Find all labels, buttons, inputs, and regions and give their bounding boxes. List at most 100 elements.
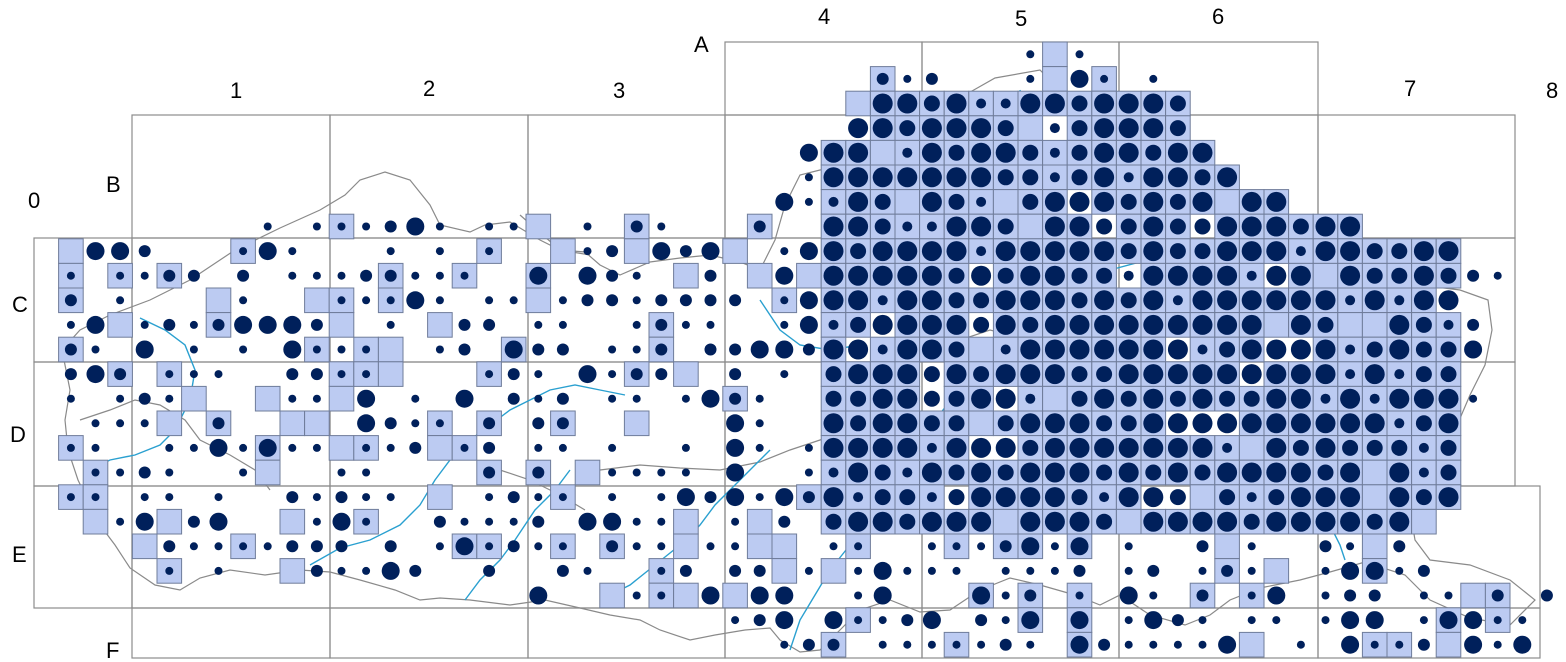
abundance-dot	[729, 294, 742, 307]
abundance-dot	[1070, 611, 1089, 630]
recorded-cell	[1115, 508, 1142, 535]
abundance-dot	[902, 221, 913, 232]
abundance-dot	[755, 419, 764, 428]
abundance-dot	[608, 345, 617, 354]
abundance-dot	[558, 542, 567, 551]
abundance-dot	[66, 493, 75, 502]
abundance-dot	[850, 390, 867, 407]
grid-block	[1317, 607, 1541, 659]
abundance-dot	[948, 144, 965, 161]
abundance-dot	[1001, 566, 1010, 575]
recorded-cell	[845, 90, 871, 117]
abundance-dot	[1099, 492, 1110, 503]
abundance-dot	[556, 564, 569, 577]
abundance-dot	[921, 339, 942, 360]
abundance-dot	[1417, 638, 1430, 651]
abundance-dot	[1438, 241, 1459, 262]
recorded-cell	[1042, 66, 1068, 92]
abundance-dot	[775, 586, 794, 605]
abundance-dot	[1069, 413, 1090, 434]
abundance-dot	[1198, 616, 1207, 625]
abundance-dot	[1167, 462, 1188, 483]
abundance-dot	[825, 390, 842, 407]
abundance-dot	[1295, 246, 1306, 257]
abundance-dot	[1366, 341, 1383, 358]
abundance-dot	[1290, 265, 1311, 286]
abundance-dot	[729, 343, 742, 356]
abundance-dot	[1192, 265, 1213, 286]
abundance-dot	[657, 566, 666, 575]
abundance-dot	[237, 269, 250, 282]
abundance-dot	[1192, 191, 1213, 212]
abundance-dot	[679, 294, 692, 307]
abundance-dot	[1317, 316, 1334, 333]
column-label-4: 4	[818, 4, 830, 29]
abundance-dot	[902, 467, 913, 478]
abundance-dot	[1069, 191, 1090, 212]
recorded-cell	[58, 238, 84, 264]
abundance-dot	[384, 269, 397, 282]
abundance-dot	[1020, 93, 1041, 114]
abundance-dot	[507, 368, 520, 381]
abundance-dot	[1364, 413, 1385, 434]
abundance-dot	[1071, 292, 1088, 309]
abundance-dot	[435, 222, 444, 231]
abundance-dot	[1315, 216, 1336, 237]
abundance-dot	[1094, 437, 1115, 458]
abundance-dot	[310, 564, 323, 577]
abundance-dot	[1464, 635, 1483, 654]
abundance-dot	[1341, 561, 1360, 580]
abundance-dot	[657, 591, 666, 600]
abundance-dot	[1020, 364, 1041, 385]
recorded-cell	[427, 312, 453, 338]
abundance-dot	[1044, 314, 1065, 335]
recorded-cell	[1312, 262, 1339, 289]
abundance-dot	[632, 591, 641, 600]
recorded-cell	[1238, 435, 1265, 461]
abundance-dot	[1345, 295, 1356, 306]
recorded-cell	[771, 558, 798, 584]
abundance-dot	[901, 614, 914, 627]
abundance-dot	[1120, 390, 1137, 407]
abundance-dot	[1415, 366, 1432, 383]
abundance-dot	[1321, 566, 1330, 575]
abundance-dot	[556, 417, 569, 430]
abundance-dot	[606, 269, 619, 282]
abundance-dot	[409, 441, 422, 454]
abundance-dot	[165, 468, 174, 477]
abundance-dot	[946, 241, 967, 262]
abundance-dot	[357, 389, 376, 408]
row-label-f: F	[106, 638, 119, 662]
abundance-dot	[799, 143, 818, 162]
abundance-dot	[1247, 616, 1256, 625]
abundance-dot	[923, 415, 940, 432]
abundance-dot	[1070, 69, 1089, 88]
abundance-dot	[877, 344, 888, 355]
abundance-dot	[1192, 314, 1213, 335]
abundance-dot	[258, 438, 277, 457]
abundance-dot	[1096, 218, 1113, 235]
abundance-dot	[948, 464, 965, 481]
abundance-dot	[977, 542, 986, 551]
abundance-dot	[140, 320, 149, 329]
abundance-dot	[1145, 144, 1162, 161]
abundance-dot	[1241, 314, 1262, 335]
abundance-dot	[1320, 393, 1331, 404]
abundance-dot	[872, 511, 893, 532]
recorded-cell	[427, 484, 453, 510]
abundance-dot	[995, 241, 1016, 262]
abundance-dot	[1118, 93, 1139, 114]
abundance-dot	[1340, 265, 1361, 286]
abundance-dot	[66, 394, 75, 403]
abundance-dot	[1219, 489, 1236, 506]
abundance-dot	[1413, 290, 1434, 311]
abundance-dot	[1044, 339, 1065, 360]
abundance-dot	[946, 437, 967, 458]
abundance-dot	[140, 419, 149, 428]
abundance-dot	[1391, 267, 1408, 284]
abundance-dot	[1069, 462, 1090, 483]
abundance-dot	[630, 368, 643, 381]
abundance-dot	[1340, 413, 1361, 434]
abundance-dot	[504, 340, 523, 359]
recorded-cell	[574, 459, 601, 486]
